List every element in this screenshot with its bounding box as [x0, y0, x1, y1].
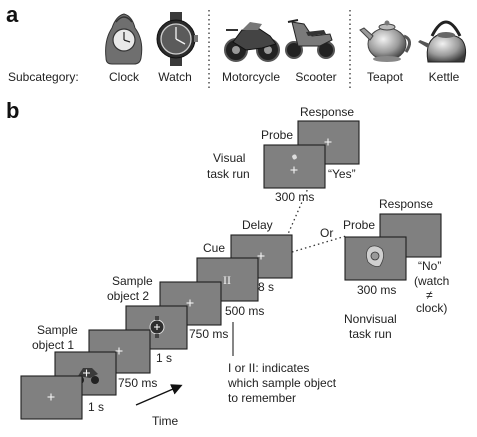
visual-probe-label: Probe: [261, 128, 293, 142]
scooter-icon: [285, 19, 335, 59]
watch-icon: [156, 12, 198, 66]
time-arrow: [135, 384, 183, 406]
kettle-icon: [418, 20, 467, 63]
visual-response-label: Response: [300, 105, 354, 119]
cue-symbol: II: [223, 273, 231, 287]
object-label-motorcycle: Motorcycle: [222, 70, 280, 84]
cue-note-line2: which sample object: [227, 376, 337, 390]
object-label-scooter: Scooter: [295, 70, 336, 84]
nonvisual-probe-duration: 300 ms: [357, 283, 396, 297]
sample1-label-line1: Sample: [37, 323, 78, 337]
delay-duration: 8 s: [258, 280, 274, 294]
sample2-label-line2: object 2: [107, 289, 149, 303]
clock-icon: [105, 13, 143, 65]
time-label: Time: [152, 414, 179, 428]
nonvisual-answer-line4: clock): [416, 301, 447, 315]
panel-b: b Or II: [6, 98, 449, 428]
visual-run-title-line2: task run: [207, 167, 250, 181]
object-label-teapot: Teapot: [367, 70, 404, 84]
fixation1-duration: 750 ms: [118, 376, 157, 390]
visual-probe-duration: 300 ms: [275, 190, 314, 204]
object-label-clock: Clock: [109, 70, 140, 84]
probe-object-thumbnail-icon: [292, 154, 297, 160]
clock-thumbnail-icon: [366, 245, 384, 267]
watch-thumbnail-icon: [149, 316, 165, 338]
subcategory-label: Subcategory:: [8, 70, 79, 84]
object-label-kettle: Kettle: [429, 70, 460, 84]
sample1-duration: 1 s: [88, 400, 104, 414]
or-label: Or: [320, 226, 333, 240]
cue-duration: 500 ms: [225, 304, 264, 318]
delay-label: Delay: [242, 218, 273, 232]
cue-note-line1: I or II: indicates: [228, 361, 309, 375]
teapot-icon: [359, 20, 411, 62]
nonvisual-answer-line1: “No”: [418, 259, 441, 273]
cue-note-line3: to remember: [228, 391, 296, 405]
nonvisual-run-title-line1: Nonvisual: [344, 312, 397, 326]
panel-a: a: [6, 2, 467, 88]
nonvisual-run-probe-screen: [344, 236, 407, 281]
nonvisual-probe-label: Probe: [343, 218, 375, 232]
cue-label: Cue: [203, 241, 225, 255]
nonvisual-run-title-line2: task run: [349, 327, 392, 341]
visual-answer: “Yes”: [328, 167, 356, 181]
visual-run-title-line1: Visual: [213, 151, 245, 165]
panel-b-letter: b: [6, 98, 19, 123]
panel-a-letter: a: [6, 2, 19, 27]
nonvisual-answer-line3: ≠: [426, 288, 433, 302]
visual-run-probe-screen: [263, 144, 326, 189]
fixation2-duration: 750 ms: [189, 327, 228, 341]
motorcycle-icon: [224, 22, 280, 62]
sample1-label-line2: object 1: [32, 338, 74, 352]
nonvisual-answer-line2: (watch: [414, 274, 449, 288]
screen-initial-fixation: [20, 375, 83, 420]
sample2-label-line1: Sample: [112, 274, 153, 288]
sample2-duration: 1 s: [156, 351, 172, 365]
nonvisual-response-label: Response: [379, 197, 433, 211]
object-label-watch: Watch: [158, 70, 192, 84]
connector-nonvisual-run: [291, 235, 347, 253]
